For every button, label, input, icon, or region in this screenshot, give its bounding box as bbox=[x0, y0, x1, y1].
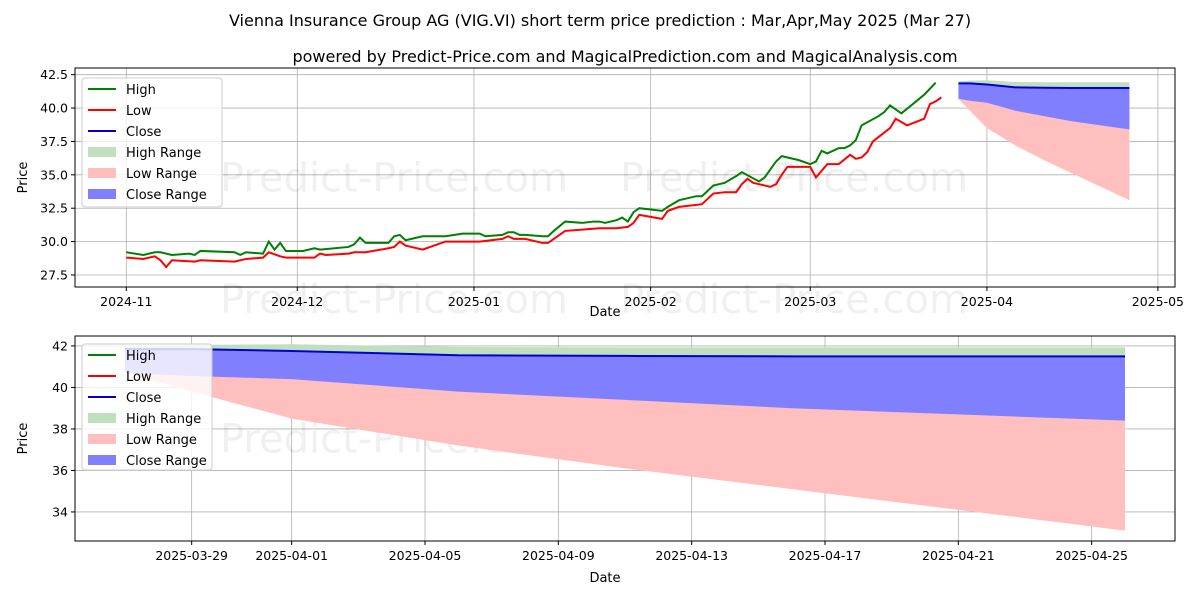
y-tick-label: 40.0 bbox=[40, 101, 68, 116]
y-tick-label: 27.5 bbox=[40, 267, 68, 282]
legend-label: Close bbox=[126, 125, 161, 140]
legend-low-range-swatch bbox=[88, 168, 116, 178]
watermark: Predict-Price.com bbox=[620, 277, 968, 323]
x-axis-label: Date bbox=[589, 305, 620, 320]
x-tick-label: 2025-01 bbox=[448, 294, 500, 309]
axes-frame bbox=[74, 67, 1176, 288]
x-tick-label: 2025-02 bbox=[625, 294, 677, 309]
y-tick-label: 37.5 bbox=[40, 134, 68, 149]
high-range-band bbox=[125, 344, 1125, 357]
y-axis-label: Price bbox=[16, 423, 31, 455]
x-axis-label: Date bbox=[589, 571, 620, 586]
legend-close-range-swatch bbox=[88, 189, 116, 199]
y-tick-label: 34 bbox=[52, 504, 68, 519]
close-range-band bbox=[958, 83, 1130, 130]
legend-label: Close Range bbox=[126, 188, 207, 203]
legend-box bbox=[81, 77, 223, 208]
legend-label: High bbox=[126, 349, 156, 364]
legend-label: High Range bbox=[126, 146, 201, 161]
legend-label: High bbox=[126, 83, 156, 98]
x-tick-label: 2025-04-25 bbox=[1055, 548, 1128, 563]
x-tick-label: 2025-04-21 bbox=[922, 548, 995, 563]
x-tick-label: 2024-12 bbox=[271, 294, 323, 309]
x-tick-label: 2025-03-29 bbox=[155, 548, 228, 563]
y-tick-label: 38 bbox=[52, 421, 68, 436]
high-range-band bbox=[958, 80, 1130, 89]
legend-label: Low Range bbox=[126, 167, 197, 182]
y-tick-label: 40 bbox=[52, 380, 68, 395]
y-tick-label: 35.0 bbox=[40, 167, 68, 182]
legend-close-range-swatch bbox=[88, 455, 116, 465]
legend-label: High Range bbox=[126, 412, 201, 427]
x-tick-label: 2025-04-01 bbox=[255, 548, 328, 563]
legend-low-range-swatch bbox=[88, 434, 116, 444]
x-tick-label: 2025-05 bbox=[1132, 294, 1184, 309]
x-tick-label: 2025-04 bbox=[961, 294, 1013, 309]
close-line bbox=[958, 82, 1130, 90]
watermark: Predict-Price.com bbox=[220, 156, 568, 202]
low-line bbox=[126, 96, 942, 269]
close-range-band bbox=[125, 349, 1125, 421]
legend-label: Close bbox=[126, 391, 161, 406]
y-tick-label: 42 bbox=[52, 338, 68, 353]
legend-label: Low bbox=[126, 104, 152, 119]
legend-label: Low bbox=[126, 370, 152, 385]
x-tick-label: 2025-04-13 bbox=[655, 548, 728, 563]
x-tick-label: 2025-04-09 bbox=[522, 548, 595, 563]
x-tick-label: 2025-04-17 bbox=[789, 548, 862, 563]
x-tick-label: 2025-04-05 bbox=[389, 548, 462, 563]
y-tick-label: 30.0 bbox=[40, 234, 68, 249]
chart-subtitle: powered by Predict-Price.com and Magical… bbox=[292, 47, 957, 66]
top-chart: 27.5 30.0 32.5 35.0 37.5 40.0 42.5 2024-11 2024-… bbox=[16, 67, 1184, 323]
watermark: Predict-Price.com bbox=[220, 277, 568, 323]
high-line bbox=[126, 82, 937, 257]
y-tick-label: 32.5 bbox=[40, 201, 68, 216]
legend-label: Low Range bbox=[126, 433, 197, 448]
bottom-chart: 34 36 38 40 42 2025-03-29 2025-04-01 2025-04-05… bbox=[16, 335, 1176, 586]
legend-high-range-swatch bbox=[88, 413, 116, 423]
y-tick-label: 36 bbox=[52, 463, 68, 478]
legend-high-range-swatch bbox=[88, 147, 116, 157]
chart-title: Vienna Insurance Group AG (VIG.VI) short… bbox=[229, 11, 971, 30]
x-tick-label: 2025-03 bbox=[784, 294, 836, 309]
y-tick-label: 42.5 bbox=[40, 67, 68, 82]
axes-frame bbox=[74, 335, 1176, 542]
x-tick-label: 2024-11 bbox=[100, 294, 152, 309]
watermark: Predict-Price.com bbox=[620, 156, 968, 202]
legend-label: Close Range bbox=[126, 454, 207, 469]
y-axis-label: Price bbox=[16, 162, 31, 194]
